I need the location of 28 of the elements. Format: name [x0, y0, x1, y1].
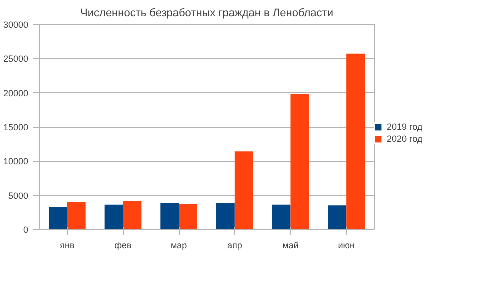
y-tick-label: 10000	[3, 156, 29, 167]
y-tick-label: 20000	[3, 88, 29, 98]
x-tick-label: май	[282, 240, 299, 250]
legend-label: 2019 год	[387, 122, 423, 132]
bar	[179, 204, 198, 230]
bar	[104, 204, 124, 230]
bar	[216, 204, 235, 230]
bar	[123, 201, 142, 230]
x-tick-label: апр	[227, 240, 242, 250]
bar	[67, 202, 86, 230]
bar	[48, 206, 68, 230]
x-tick-label: мар	[170, 240, 188, 250]
y-tick-label: 5000	[8, 190, 29, 201]
bar	[346, 54, 366, 230]
legend-label: 2020 год	[387, 134, 423, 144]
y-tick-label: 30000	[3, 20, 29, 30]
chart-title: Численность безработных граждан в Ленобласти	[80, 8, 334, 20]
y-tick-label: 25000	[3, 54, 29, 64]
x-tick-label: янв	[60, 240, 75, 250]
y-tick-label: 15000	[3, 122, 29, 132]
bar	[290, 94, 310, 230]
bar	[160, 204, 180, 230]
bar	[272, 204, 291, 230]
x-tick-label: июн	[338, 240, 355, 250]
x-tick-label: фев	[114, 240, 132, 250]
bar	[328, 206, 347, 230]
y-tick-label: 0	[23, 225, 29, 235]
bar	[234, 152, 254, 230]
